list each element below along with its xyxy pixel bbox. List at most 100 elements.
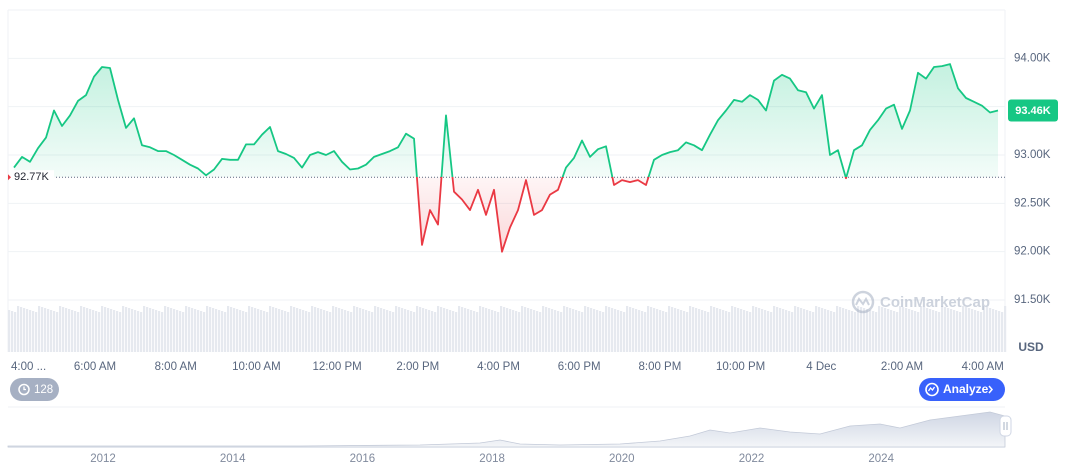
volume-bar: [773, 306, 776, 352]
volume-bar: [392, 312, 395, 352]
volume-bar: [782, 309, 785, 352]
volume-bar: [431, 311, 434, 352]
volume-bar: [941, 306, 944, 352]
volume-bar: [464, 308, 467, 352]
navigator-handle[interactable]: [999, 415, 1012, 437]
volume-bar: [734, 307, 737, 352]
volume-bar: [146, 307, 149, 352]
volume-bar: [176, 310, 179, 352]
badge-icon: [18, 383, 30, 396]
volume-bar: [44, 308, 47, 352]
volume-bar: [989, 308, 992, 352]
volume-bar: [206, 306, 209, 352]
volume-bar: [185, 306, 188, 352]
volume-bar: [803, 309, 806, 352]
year-label: 2020: [609, 453, 635, 465]
volume-bar: [992, 309, 995, 352]
button-bg[interactable]: [919, 378, 1005, 401]
volume-bar: [1001, 312, 1004, 352]
volume-bar: [335, 307, 338, 352]
volume-bar: [296, 308, 299, 352]
button-text[interactable]: Analyze: [943, 382, 989, 396]
volume-bar: [833, 312, 836, 352]
volume-bar: [491, 310, 494, 352]
volume-bar: [371, 312, 374, 352]
volume-bar: [221, 311, 224, 352]
volume-bar: [839, 307, 842, 352]
volume-bar: [395, 306, 398, 352]
volume-bar: [470, 310, 473, 352]
volume-bar: [746, 311, 749, 352]
volume-bar: [797, 307, 800, 352]
volume-bar: [881, 307, 884, 352]
x-tick-label: 4:00 PM: [477, 361, 520, 373]
volume-bar: [101, 306, 104, 352]
volume-bar: [446, 309, 449, 352]
volume-bar: [338, 308, 341, 352]
volume-bar: [269, 306, 272, 352]
baseline-label-bg: [10, 170, 54, 185]
volume-bar: [572, 309, 575, 352]
volume-bar: [236, 309, 239, 352]
volume-bar: [407, 310, 410, 352]
volume-bar: [350, 312, 353, 352]
volume-bar: [665, 312, 668, 352]
navigator-area: [7, 411, 1006, 448]
volume-bar: [389, 311, 392, 352]
volume-bar: [857, 306, 860, 352]
volume-bar: [263, 311, 266, 352]
volume-bar: [527, 308, 530, 352]
volume-bar: [659, 310, 662, 352]
volume-bar: [848, 310, 851, 352]
volume-bar: [599, 311, 602, 352]
volume-bar: [47, 309, 50, 352]
volume-bar: [620, 311, 623, 352]
volume-bar: [776, 307, 779, 352]
volume-bar: [242, 311, 245, 352]
volume-bar: [566, 307, 569, 352]
x-tick-label: 10:00 PM: [716, 361, 765, 373]
volume-bar: [386, 310, 389, 352]
volume-bar: [428, 310, 431, 352]
volume-bar: [275, 308, 278, 352]
volume-bar: [323, 310, 326, 352]
badge-text[interactable]: 128: [34, 384, 53, 396]
volume-bar: [935, 311, 938, 352]
volume-bar: [182, 312, 185, 352]
volume-bar: [404, 309, 407, 352]
volume-bar: [872, 311, 875, 352]
volume-bar: [875, 312, 878, 352]
volume-bar: [377, 307, 380, 352]
volume-bar: [167, 307, 170, 352]
volume-bar: [62, 307, 65, 352]
volume-bar: [863, 308, 866, 352]
x-tick-label: 4:00 AM: [962, 361, 1004, 373]
volume-bar: [254, 308, 257, 352]
volume-bar: [743, 310, 746, 352]
badge-bg[interactable]: [10, 378, 59, 401]
volume-bar: [923, 307, 926, 352]
volume-bar: [131, 309, 134, 352]
volume-bar: [50, 310, 53, 352]
volume-bar: [494, 311, 497, 352]
volume-bar: [680, 310, 683, 352]
volume-bar: [887, 309, 890, 352]
count-badge[interactable]: 128: [10, 378, 59, 401]
volume-bar: [107, 308, 110, 352]
volume-bar: [938, 312, 941, 352]
volume-bar: [725, 311, 728, 352]
volume-bar: [575, 310, 578, 352]
x-tick-label: 10:00 AM: [232, 361, 281, 373]
volume-bar: [80, 306, 83, 352]
volume-bar: [662, 311, 665, 352]
volume-bar: [950, 309, 953, 352]
y-tick-label: 91.50K: [1014, 294, 1051, 306]
analyze-button[interactable]: Analyze: [919, 378, 1005, 401]
y-tick-label: 92.50K: [1014, 197, 1051, 209]
volume-bar: [155, 310, 158, 352]
volume-bar: [524, 307, 527, 352]
volume-bar: [836, 306, 839, 352]
volume-bar: [461, 307, 464, 352]
volume-bar: [902, 307, 905, 352]
